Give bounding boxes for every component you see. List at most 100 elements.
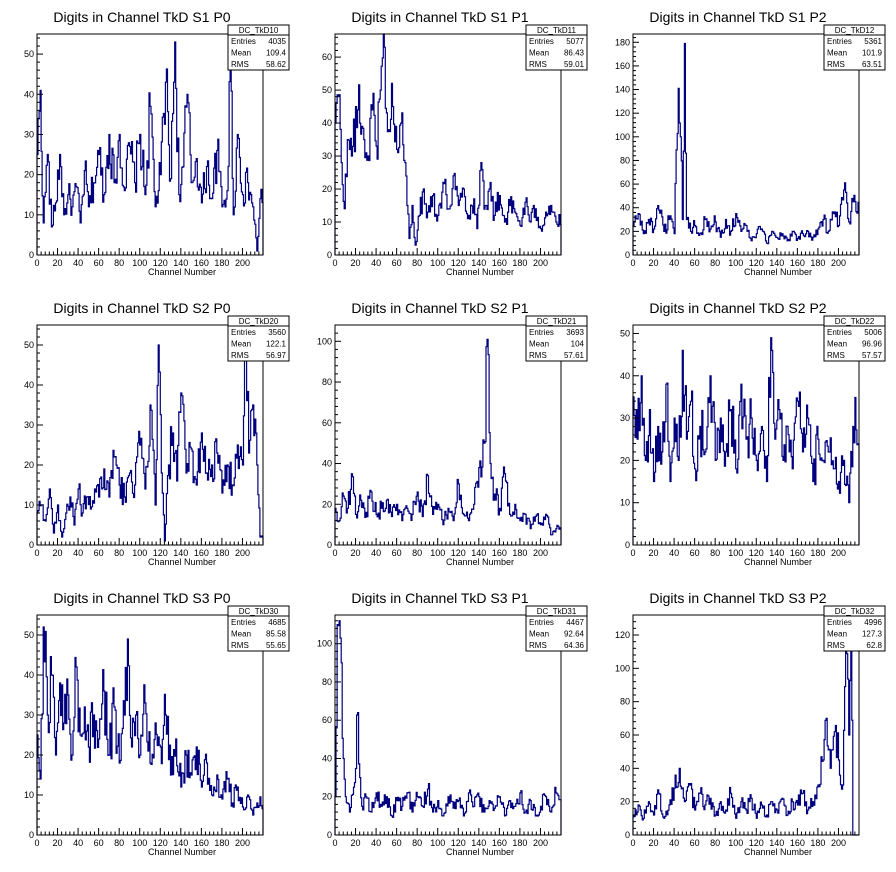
x-tick-label: 20 xyxy=(53,548,63,558)
histogram-line xyxy=(334,338,562,545)
stats-name: DC_TkD30 xyxy=(239,607,279,616)
y-tick-label: 0 xyxy=(29,830,34,840)
x-axis-label: Channel Number xyxy=(148,847,216,857)
x-tick-label: 80 xyxy=(114,548,124,558)
x-tick-label: 200 xyxy=(831,258,846,268)
y-tick-label: 180 xyxy=(615,37,630,47)
panel-title: Digits in Channel TkD S3 P1 xyxy=(351,590,528,606)
x-tick-label: 160 xyxy=(492,258,507,268)
x-tick-label: 0 xyxy=(34,838,39,848)
y-tick-label: 40 xyxy=(322,459,332,469)
x-tick-label: 120 xyxy=(451,548,466,558)
x-tick-label: 100 xyxy=(430,838,445,848)
y-tick-label: 100 xyxy=(317,336,332,346)
stats-box xyxy=(823,315,886,362)
stats-name: DC_TkD20 xyxy=(239,317,279,326)
x-tick-label: 60 xyxy=(94,548,104,558)
y-tick-label: 100 xyxy=(615,132,630,142)
panel-title: Digits in Channel TkD S1 P2 xyxy=(649,9,826,25)
stats-value: 56.97 xyxy=(266,351,287,360)
x-tick-label: 140 xyxy=(471,548,486,558)
x-tick-label: 100 xyxy=(132,258,147,268)
y-tick-label: 80 xyxy=(620,155,630,165)
x-axis-label: Channel Number xyxy=(446,847,514,857)
stats-box xyxy=(227,24,290,71)
stats-box xyxy=(227,315,290,362)
x-tick-label: 120 xyxy=(749,548,764,558)
stats-value: 4996 xyxy=(864,618,882,627)
stats-box xyxy=(525,605,588,652)
y-tick-label: 100 xyxy=(615,663,630,673)
stats-name: DC_TkD21 xyxy=(537,317,577,326)
x-tick-label: 180 xyxy=(512,838,527,848)
stats-label: Entries xyxy=(827,37,852,46)
x-tick-label: 180 xyxy=(810,838,825,848)
stats-label: Mean xyxy=(827,630,847,639)
stats-name: DC_TkD22 xyxy=(835,317,875,326)
x-tick-label: 80 xyxy=(412,548,422,558)
x-tick-label: 20 xyxy=(351,548,361,558)
x-tick-label: 80 xyxy=(710,258,720,268)
x-tick-label: 140 xyxy=(471,258,486,268)
histogram-panel-2: Digits in Channel TkD S1 P1 0 10 20 30 40 50 60… xyxy=(322,9,588,277)
stats-value: 96.96 xyxy=(862,340,883,349)
stats-label: Entries xyxy=(827,328,852,337)
y-tick-label: 10 xyxy=(24,790,34,800)
x-tick-label: 160 xyxy=(194,258,209,268)
x-tick-label: 0 xyxy=(630,838,635,848)
x-tick-label: 180 xyxy=(214,258,229,268)
plot-frame xyxy=(36,614,264,836)
stats-value: 4685 xyxy=(268,618,286,627)
x-tick-label: 120 xyxy=(451,838,466,848)
stats-label: Mean xyxy=(529,49,549,58)
y-tick-label: 60 xyxy=(620,730,630,740)
panel-title: Digits in Channel TkD S3 P0 xyxy=(53,590,230,606)
stats-value: 104 xyxy=(571,340,585,349)
histogram-line xyxy=(36,41,264,255)
stats-value: 5361 xyxy=(864,37,882,46)
plot-frame xyxy=(36,324,264,546)
x-tick-label: 60 xyxy=(690,258,700,268)
x-tick-label: 180 xyxy=(810,258,825,268)
x-axis-label: Channel Number xyxy=(744,557,812,567)
y-tick-label: 0 xyxy=(625,250,630,260)
stats-box xyxy=(823,605,886,652)
panel-title: Digits in Channel TkD S2 P1 xyxy=(351,300,528,316)
stats-label: Entries xyxy=(231,37,256,46)
x-tick-label: 0 xyxy=(332,838,337,848)
stats-label: Mean xyxy=(529,630,549,639)
histogram-line xyxy=(334,33,562,255)
x-tick-label: 0 xyxy=(34,548,39,558)
y-tick-label: 30 xyxy=(24,129,34,139)
x-tick-label: 40 xyxy=(73,548,83,558)
x-tick-label: 100 xyxy=(132,548,147,558)
y-tick-label: 0 xyxy=(625,830,630,840)
stats-value: 63.51 xyxy=(862,60,883,69)
y-tick-label: 80 xyxy=(322,377,332,387)
stats-value: 5077 xyxy=(566,37,584,46)
x-tick-label: 160 xyxy=(194,838,209,848)
plot-frame xyxy=(632,33,860,256)
histogram-line xyxy=(632,42,860,255)
stats-value: 85.58 xyxy=(266,630,287,639)
x-tick-label: 100 xyxy=(728,838,743,848)
x-tick-label: 200 xyxy=(533,258,548,268)
stats-label: Entries xyxy=(231,618,256,627)
x-tick-label: 200 xyxy=(831,548,846,558)
y-tick-label: 20 xyxy=(322,792,332,802)
x-tick-label: 20 xyxy=(649,838,659,848)
stats-value: 3560 xyxy=(268,328,286,337)
y-tick-label: 50 xyxy=(24,340,34,350)
plot-frame xyxy=(334,614,562,836)
x-tick-label: 60 xyxy=(94,838,104,848)
x-tick-label: 0 xyxy=(630,258,635,268)
histogram-line xyxy=(334,620,562,835)
y-tick-label: 140 xyxy=(615,85,630,95)
x-tick-label: 200 xyxy=(533,548,548,558)
stats-value: 57.57 xyxy=(862,351,883,360)
x-tick-label: 60 xyxy=(392,548,402,558)
stats-label: Entries xyxy=(529,328,554,337)
y-tick-label: 50 xyxy=(620,328,630,338)
x-tick-label: 20 xyxy=(53,838,63,848)
y-tick-label: 60 xyxy=(620,179,630,189)
